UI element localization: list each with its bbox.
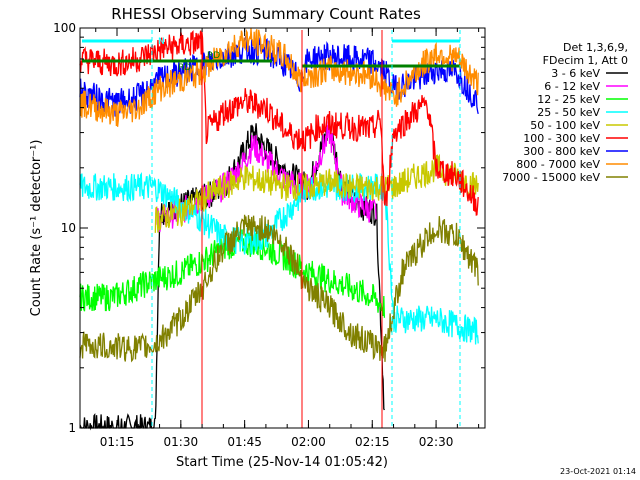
x-tick-label: 02:15: [355, 435, 390, 449]
x-tick-label: 02:30: [419, 435, 454, 449]
series-line: [79, 30, 479, 216]
legend-label: 12 - 25 keV: [537, 93, 600, 106]
series-line: [79, 28, 479, 127]
legend-label: 100 - 300 keV: [523, 132, 600, 145]
x-tick-label: 02:00: [291, 435, 326, 449]
x-axis: 01:15 01:30 01:45 02:00 02:15 02:30: [95, 28, 480, 449]
legend-label: 50 - 100 keV: [530, 119, 600, 132]
y-tick-label: 100: [53, 21, 76, 35]
series-50-100-kev: [154, 153, 479, 233]
series-line: [79, 214, 479, 363]
annotation-label: N: [158, 37, 165, 47]
footer-date: 23-Oct-2021 01:14: [560, 467, 636, 476]
x-tick-label: 01:30: [164, 435, 199, 449]
series-3-6-kev: [79, 117, 385, 431]
chart-title: RHESSI Observing Summary Count Rates: [111, 5, 421, 23]
annotation-label: RD: [178, 63, 191, 73]
series-line: [79, 117, 385, 431]
series-layer: [79, 28, 479, 431]
series-800-7000-kev: [79, 28, 479, 127]
x-axis-label: Start Time (25-Nov-14 01:05:42): [176, 455, 388, 470]
legend-label: 300 - 800 keV: [523, 145, 600, 158]
series-100-300-kev: [79, 30, 479, 216]
legend-header-1: Det 1,3,6,9,: [563, 41, 628, 54]
legend-label: 6 - 12 keV: [544, 80, 600, 93]
series-line: [79, 172, 479, 345]
series-7000-15000-kev: [79, 214, 479, 363]
y-tick-label: 1: [68, 421, 76, 435]
legend-label: 800 - 7000 keV: [516, 158, 600, 171]
y-axis-label: Count Rate (s⁻¹ detector⁻¹): [29, 140, 44, 317]
annotation-label: RD: [207, 51, 220, 61]
legend-header-2: FDecim 1, Att 0: [543, 54, 628, 67]
series-line: [154, 153, 479, 233]
legend-label: 7000 - 15000 keV: [502, 171, 600, 184]
y-axis: 1 10 100: [53, 21, 485, 435]
legend: Det 1,3,6,9, FDecim 1, Att 0 3 - 6 keV6 …: [502, 41, 628, 184]
annotation-layer: N RD RD: [82, 30, 461, 428]
legend-label: 3 - 6 keV: [551, 67, 600, 80]
x-tick-label: 01:15: [100, 435, 135, 449]
series-25-50-kev: [79, 172, 479, 345]
legend-label: 25 - 50 keV: [537, 106, 600, 119]
y-tick-label: 10: [61, 221, 76, 235]
x-tick-label: 01:45: [227, 435, 262, 449]
